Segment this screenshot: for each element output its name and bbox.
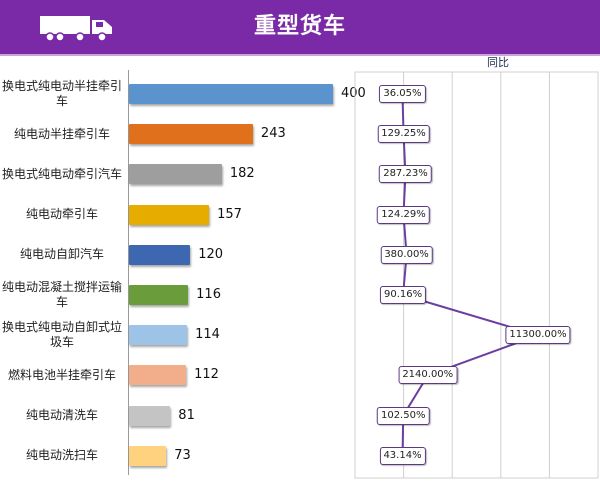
- bar: [129, 405, 171, 426]
- yoy-value-label: 36.05%: [379, 85, 426, 103]
- yoy-value-label: 287.23%: [379, 165, 432, 184]
- bar: [129, 84, 333, 104]
- bar-value-label: 120: [198, 246, 224, 262]
- header-banner: 重型货车: [0, 0, 600, 54]
- category-label: 换电式纯电动半挂牵引车: [1, 79, 122, 108]
- yoy-value-label: 129.25%: [377, 125, 430, 144]
- bar-value-label: 73: [174, 447, 191, 463]
- bar-value-label: 243: [260, 126, 286, 142]
- yoy-value-label: 124.29%: [377, 205, 430, 224]
- bar-axis: [128, 70, 129, 475]
- yoy-value-label: 380.00%: [380, 245, 433, 264]
- yoy-value-label: 90.16%: [380, 286, 427, 304]
- category-label: 换电式纯电动牵引汽车: [1, 166, 122, 181]
- yoy-value-label: 2140.00%: [398, 366, 458, 385]
- bar: [129, 164, 222, 185]
- yoy-value-label: 11300.00%: [505, 326, 571, 345]
- header-divider: [0, 54, 600, 56]
- category-label: 纯电动混凝土搅拌运输车: [1, 280, 122, 309]
- bar: [129, 124, 253, 145]
- category-label: 纯电动牵引车: [25, 207, 98, 222]
- yoy-value-label: 43.14%: [379, 446, 426, 465]
- bar-value-label: 114: [195, 327, 220, 343]
- page-title: 重型货车: [253, 14, 346, 39]
- category-label: 纯电动自卸汽车: [19, 247, 104, 262]
- yoy-legend-label: 同比: [487, 56, 509, 69]
- category-label: 纯电动半挂牵引车: [13, 126, 110, 141]
- bar-value-label: 81: [178, 407, 195, 423]
- category-label: 燃料电池半挂牵引车: [7, 367, 116, 382]
- category-label: 换电式纯电动自卸式垃圾车: [1, 320, 122, 350]
- truck-icon: [40, 16, 112, 42]
- bar-value-label: 112: [194, 367, 219, 383]
- bar-value-label: 116: [196, 287, 221, 302]
- bar: [129, 285, 189, 305]
- bar: [129, 204, 210, 225]
- bar-value-label: 157: [217, 206, 242, 222]
- category-label: 纯电动清洗车: [25, 408, 98, 423]
- category-label: 纯电动洗扫车: [25, 448, 98, 463]
- bar: [129, 244, 191, 265]
- bar: [129, 445, 167, 466]
- bar-value-label: 400: [341, 86, 366, 101]
- bar-value-label: 182: [229, 166, 255, 182]
- yoy-line: [401, 93, 542, 456]
- bar: [129, 365, 187, 386]
- yoy-value-label: 102.50%: [376, 406, 430, 425]
- bar: [129, 325, 188, 346]
- yoy-grid-frame: [354, 71, 599, 479]
